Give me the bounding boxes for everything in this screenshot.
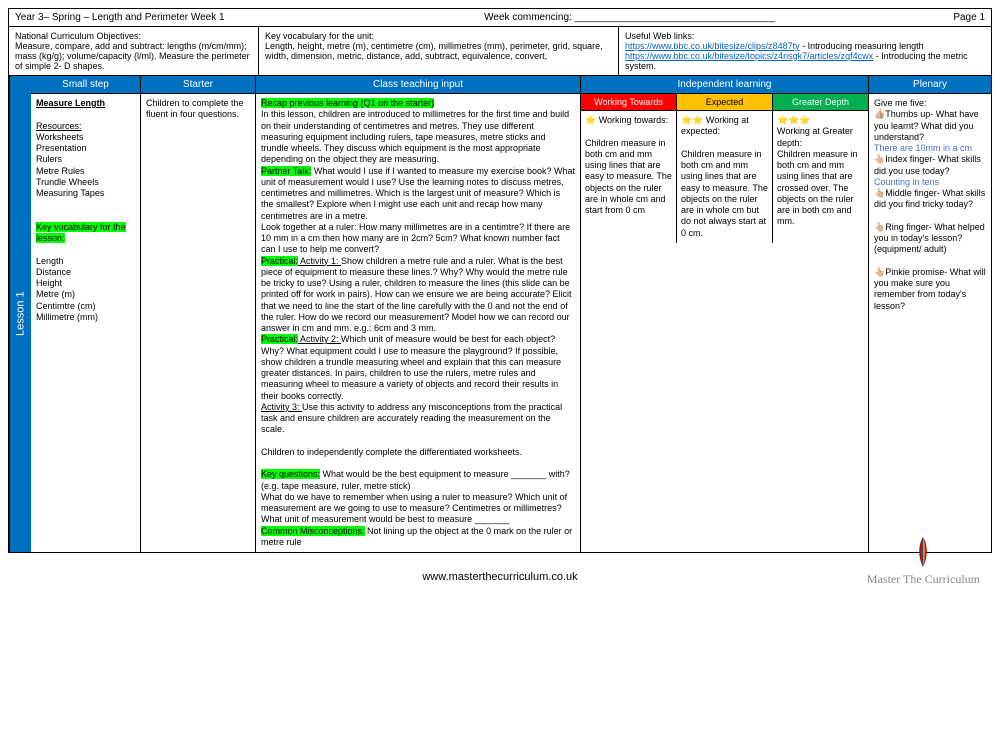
hdr-independent: Independent learning [581, 76, 868, 94]
vocab-title: Key vocabulary for the unit: [265, 31, 374, 41]
nco-title: National Curriculum Objectives: [15, 31, 141, 41]
practical1-label: Practical: [261, 256, 298, 266]
partner-talk-label: Partner Talk: [261, 166, 311, 176]
links-cell: Useful Web links: https://www.bbc.co.uk/… [619, 27, 991, 75]
feather-icon [910, 535, 936, 569]
lesson-label-bar: Lesson 1 [9, 76, 31, 552]
diff-body-row: ⭐ Working towards: Children measure in b… [581, 111, 868, 243]
diff-hdr-gd: Greater Depth [773, 94, 868, 110]
diff-header-row: Working Towards Expected Greater Depth [581, 94, 868, 111]
link-1-after: - Introducing measuring length [800, 41, 924, 51]
col-teaching-input: Class teaching input Recap previous lear… [256, 76, 581, 552]
diff-ex-cell: ⭐⭐ Working at expected: Children measure… [677, 111, 773, 243]
practical2-label: Practical: [261, 334, 298, 344]
main-grid: Lesson 1 Small step Measure Length Resou… [9, 76, 991, 552]
resources-list: Worksheets Presentation Rulers Metre Rul… [36, 132, 104, 198]
practical1-body: Show children a metre rule and a ruler. … [261, 256, 571, 334]
header-week: Week commencing: _______________________… [484, 12, 953, 23]
footer-url: www.masterthecurriculum.co.uk [422, 571, 577, 583]
plenary-index-ans: Counting in tens [874, 177, 939, 187]
kv-list: Length Distance Height Metre (m) Centimt… [36, 256, 98, 322]
page-header: Year 3– Spring – Length and Perimeter We… [9, 9, 991, 27]
plenary-thumb-ans: There are 10mm in a cm [874, 143, 972, 153]
key-questions-label: Key questions: [261, 469, 320, 479]
recap-label: Recap previous learning (Q1 on the start… [261, 98, 434, 108]
plenary-intro: Give me five: [874, 98, 927, 108]
star-icon: ⭐⭐ [681, 115, 703, 125]
nco-cell: National Curriculum Objectives: Measure,… [9, 27, 259, 75]
col-starter: Starter Children to complete the fluent … [141, 76, 256, 552]
diff-wt-cell: ⭐ Working towards: Children measure in b… [581, 111, 677, 243]
small-title: Measure Length [36, 98, 105, 108]
starter-body: Children to complete the fluent in four … [141, 94, 255, 552]
ex-body: Children measure in both cm and mm using… [681, 149, 768, 238]
kv-label: Key vocabulary for the lesson: [36, 222, 126, 243]
top-info-row: National Curriculum Objectives: Measure,… [9, 27, 991, 76]
col-independent: Independent learning Working Towards Exp… [581, 76, 869, 552]
star-icon: ⭐ [585, 115, 596, 125]
teach-p2: Look together at a ruler: How many milli… [261, 222, 570, 255]
hdr-plenary: Plenary [869, 76, 991, 94]
links-title: Useful Web links: [625, 31, 694, 41]
misconceptions-label: Common Misconceptions: [261, 526, 365, 536]
activity2-label: Activity 2: [298, 334, 341, 344]
brand-text: Master The Curriculum [867, 572, 980, 586]
plenary-thumb: 👍🏼Thumbs up- What have you learnt? What … [874, 109, 979, 142]
header-title: Year 3– Spring – Length and Perimeter We… [15, 12, 484, 23]
vocab-cell: Key vocabulary for the unit: Length, hei… [259, 27, 619, 75]
hdr-starter: Starter [141, 76, 255, 94]
diff-hdr-ex: Expected [677, 94, 773, 110]
link-2[interactable]: https://www.bbc.co.uk/bitesize/topics/z4… [625, 51, 873, 61]
plenary-middle: 👆🏼Middle finger- What skills did you fin… [874, 188, 985, 209]
hdr-teaching: Class teaching input [256, 76, 580, 94]
gd-title: Working at Greater depth: [777, 126, 853, 147]
hdr-small-step: Small step [31, 76, 140, 94]
plenary-index: 👆🏼Index finger- What skills did you use … [874, 154, 981, 175]
col-small-step: Small step Measure Length Resources: Wor… [31, 76, 141, 552]
diff-gd-cell: ⭐⭐⭐Working at Greater depth: Children me… [773, 111, 868, 243]
activity1-label: Activity 1: [298, 256, 341, 266]
header-page: Page 1 [953, 12, 985, 23]
wt-title: Working towards: [596, 115, 668, 125]
brand-logo: Master The Curriculum [867, 535, 980, 587]
plenary-ring: 👆🏼Ring finger- What helped you in today'… [874, 222, 985, 255]
star-icon: ⭐⭐⭐ [777, 115, 811, 125]
teach-p1: In this lesson, children are introduced … [261, 109, 569, 164]
page-footer: www.masterthecurriculum.co.uk Master The… [0, 561, 1000, 587]
link-1[interactable]: https://www.bbc.co.uk/bitesize/clips/z84… [625, 41, 800, 51]
diff-hdr-wt: Working Towards [581, 94, 677, 110]
activity3-body: Use this activity to address any misconc… [261, 402, 562, 435]
activity3-label: Activity 3: [261, 402, 302, 412]
plenary-pinkie: 👆🏼Pinkie promise- What will you make sur… [874, 267, 986, 311]
independent-ws: Children to independently complete the d… [261, 447, 522, 457]
lesson-plan-page: Year 3– Spring – Length and Perimeter We… [8, 8, 992, 553]
vocab-body: Length, height, metre (m), centimetre (c… [265, 41, 603, 61]
col-plenary: Plenary Give me five: 👍🏼Thumbs up- What … [869, 76, 991, 552]
gd-body: Children measure in both cm and mm using… [777, 149, 858, 227]
resources-label: Resources: [36, 121, 82, 131]
wt-body: Children measure in both cm and mm using… [585, 138, 672, 216]
nco-body: Measure, compare, add and subtract: leng… [15, 41, 250, 71]
